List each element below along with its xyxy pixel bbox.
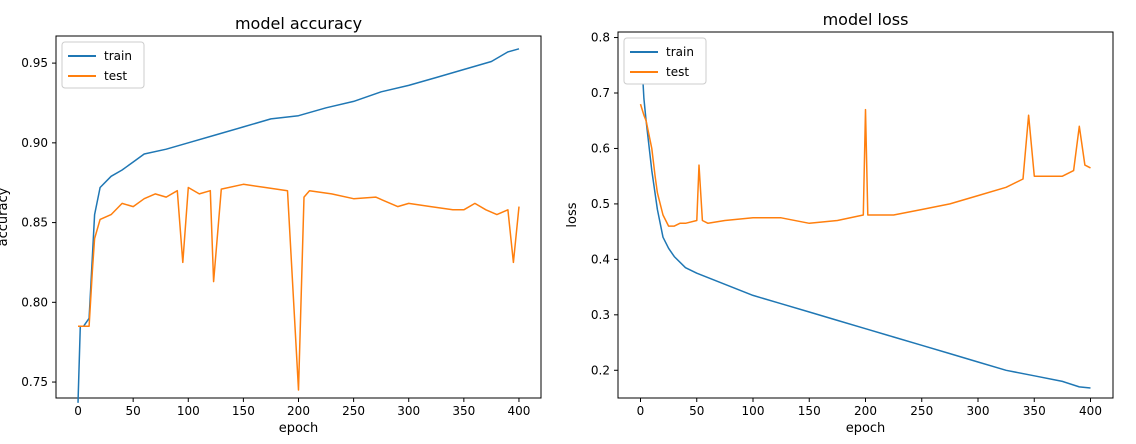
y-tick-label: 0.85 (21, 216, 48, 230)
legend-label: train (666, 45, 694, 59)
x-tick-label: 50 (126, 404, 141, 418)
series-line-train (77, 48, 520, 403)
y-tick-label: 0.90 (21, 136, 48, 150)
x-tick-label: 350 (1023, 404, 1046, 418)
x-tick-label: 350 (452, 404, 475, 418)
chart-panel-2: model loss 0 50 100 150 200 250 300 350 400 0.2 0.3… (565, 10, 1114, 436)
x-tick-label: 100 (177, 404, 200, 418)
x-tick-label: 50 (689, 404, 704, 418)
series-line-test (78, 183, 520, 391)
x-tick-label: 250 (342, 404, 365, 418)
x-tick-label: 100 (742, 404, 765, 418)
y-tick-label: 0.75 (21, 375, 48, 389)
x-tick-label: 0 (74, 404, 82, 418)
y-tick-label: 0.7 (591, 86, 610, 100)
y-axis-label: accuracy (0, 187, 11, 246)
legend-label: test (666, 65, 689, 79)
plot-frame (617, 31, 1114, 399)
x-tick-label: 150 (232, 404, 255, 418)
y-tick-label: 0.95 (21, 56, 48, 70)
y-tick-label: 0.2 (591, 363, 610, 377)
plot-frame (55, 35, 542, 399)
x-tick-label: 0 (637, 404, 645, 418)
chart-panel-1: model accuracy 0 50 100 150 200 250 300 350 400 0.… (0, 14, 542, 436)
x-tick-label: 250 (910, 404, 933, 418)
x-axis-label: epoch (846, 421, 886, 436)
x-tick-label: 150 (798, 404, 821, 418)
x-axis-label: epoch (279, 421, 319, 436)
y-tick-label: 0.5 (591, 197, 610, 211)
legend-label: test (104, 69, 127, 83)
legend: train test (61, 41, 145, 89)
x-tick-label: 200 (287, 404, 310, 418)
series-line-test (639, 103, 1091, 227)
y-tick-label: 0.6 (591, 141, 610, 155)
x-tick-label: 200 (854, 404, 877, 418)
y-tick-label: 0.80 (21, 295, 48, 309)
legend: train test (623, 37, 707, 85)
x-tick-label: 400 (1079, 404, 1102, 418)
y-tick-label: 0.3 (591, 308, 610, 322)
chart-title: model loss (823, 10, 909, 29)
y-tick-label: 0.8 (591, 31, 610, 45)
series-line-train (639, 37, 1091, 389)
x-tick-label: 300 (967, 404, 990, 418)
x-tick-label: 300 (397, 404, 420, 418)
legend-label: train (104, 49, 132, 63)
x-tick-label: 400 (508, 404, 531, 418)
y-tick-label: 0.4 (591, 252, 610, 266)
chart-title: model accuracy (235, 14, 362, 33)
y-axis-label: loss (565, 202, 580, 227)
